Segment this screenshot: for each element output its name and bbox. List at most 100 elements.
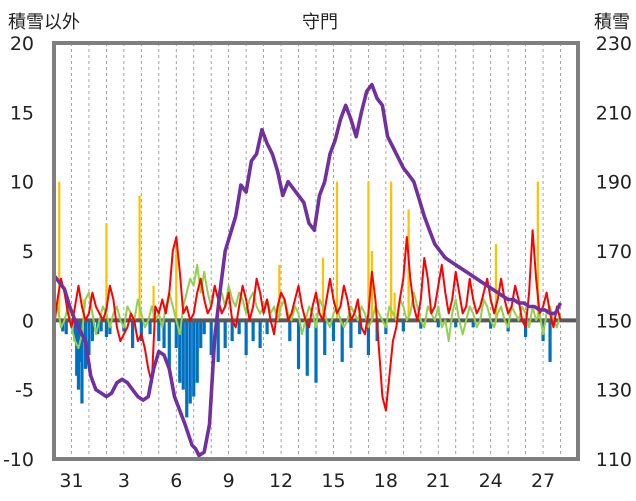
right-axis-title: 積雪 xyxy=(594,12,630,33)
negative_bars-bar xyxy=(185,320,189,418)
negative_bars-bar xyxy=(436,320,440,328)
negative_bars-bar xyxy=(131,320,135,349)
x-tick-label: 12 xyxy=(269,470,293,492)
negative_bars-bar xyxy=(471,320,475,328)
x-tick-label: 15 xyxy=(321,470,345,492)
precip-bar xyxy=(390,181,393,321)
negative_bars-bar xyxy=(358,320,362,335)
left-tick-label: 5 xyxy=(22,241,34,263)
chart-title: 守門 xyxy=(302,12,338,33)
left-axis-title: 積雪以外 xyxy=(8,12,80,33)
negative_bars-bar xyxy=(366,320,370,355)
x-tick-label: 3 xyxy=(118,470,130,492)
precip-bar xyxy=(367,181,370,321)
negative_bars-bar xyxy=(87,320,91,355)
right-tick-label: 230 xyxy=(596,33,632,55)
negative_bars-bar xyxy=(223,320,227,349)
negative_bars-bar xyxy=(76,320,81,390)
negative_bars-bar xyxy=(237,320,241,335)
precip-bar xyxy=(393,292,396,321)
right-tick-label: 190 xyxy=(596,172,632,194)
negative_bars-bar xyxy=(199,320,203,349)
snow_depth-line xyxy=(52,82,563,458)
negative_bars-bar xyxy=(216,320,220,362)
precip-bar xyxy=(536,181,539,321)
x-tick-label: 21 xyxy=(426,470,450,492)
left-tick-label: 10 xyxy=(10,172,34,194)
negative_bars-bar xyxy=(314,320,318,383)
left-tick-label: -5 xyxy=(15,380,34,402)
negative_bars-bar xyxy=(178,320,182,383)
negative_bars-bar xyxy=(80,320,84,404)
negative_bars-bar xyxy=(99,320,103,332)
negative_bars-bar xyxy=(548,320,552,362)
negative_bars-bar xyxy=(75,320,79,376)
left-tick-label: 0 xyxy=(22,310,34,332)
plot-frame xyxy=(52,41,580,461)
x-tick-label: 6 xyxy=(170,470,182,492)
precip-bar xyxy=(138,195,141,321)
negative_bars-bar xyxy=(331,320,336,342)
x-tick-label: 18 xyxy=(374,470,398,492)
right-tick-label: 150 xyxy=(596,310,632,332)
negative_bars-bar xyxy=(157,320,161,342)
negative_bars-bar xyxy=(419,320,423,329)
right-tick-label: 210 xyxy=(596,102,632,124)
x-tick-label: 27 xyxy=(531,470,555,492)
negative_bars-bar xyxy=(305,320,309,376)
precip-bar xyxy=(494,244,498,321)
negative_bars-bar xyxy=(288,320,292,342)
negative_bars-bar xyxy=(188,320,192,404)
left-tick-label: -10 xyxy=(3,449,34,471)
precip-bar xyxy=(321,257,325,321)
temp_change-line xyxy=(53,263,562,350)
precip-bar xyxy=(175,244,178,321)
negative_bars-bar xyxy=(73,320,77,342)
precip-bar xyxy=(58,181,61,321)
negative_bars-bar xyxy=(209,320,213,355)
precip-bar xyxy=(278,264,281,321)
negative_bars-bar xyxy=(323,320,327,355)
precip-bar xyxy=(152,285,155,321)
line-series xyxy=(52,82,563,458)
negative_bars-bar xyxy=(349,320,353,349)
x-tick-label: 31 xyxy=(59,470,83,492)
x-tick-label: 9 xyxy=(223,470,235,492)
negative_bars-bar xyxy=(296,320,301,369)
tick-labels: 20 15 10 5 0 -5 -10 230 210 190 170 150 130 110 31 3 6 9 1… xyxy=(3,33,632,492)
temperature-line xyxy=(53,229,562,412)
negative_bars-bar xyxy=(195,320,199,383)
negative_bars-bar xyxy=(90,320,95,342)
x-tick-label: 24 xyxy=(479,470,503,492)
gridlines xyxy=(71,43,561,459)
negative_bars-bar xyxy=(251,320,255,342)
negative_bars-bar xyxy=(139,320,143,342)
negative_bars-bar xyxy=(340,320,344,362)
precip-bar xyxy=(370,251,373,321)
negative_bars-bar xyxy=(167,320,171,369)
negative_bars-bar xyxy=(258,320,262,349)
negative_bars-bar xyxy=(230,320,234,342)
negative_bars-bar xyxy=(454,320,458,328)
precip-bar xyxy=(335,181,339,321)
left-tick-label: 15 xyxy=(10,102,34,124)
negative_bars-bar xyxy=(181,320,185,390)
right-tick-label: 110 xyxy=(596,449,632,471)
negative_bars-bar xyxy=(192,320,196,397)
negative_bars-bar xyxy=(524,320,528,337)
negative_bars-bar xyxy=(401,320,405,332)
right-tick-label: 130 xyxy=(596,380,632,402)
precip-bar xyxy=(105,223,108,321)
negative_bars-bar xyxy=(202,320,206,335)
negative_bars-bar xyxy=(489,320,493,329)
negative_bars-bar xyxy=(148,320,152,335)
negative_bars-bar xyxy=(162,320,166,349)
negative_bars-bar xyxy=(174,320,178,349)
negative_bars-bar xyxy=(104,320,108,337)
negative_bars-bar xyxy=(64,320,68,335)
left-tick-label: 20 xyxy=(10,33,34,55)
negative_bars-bar xyxy=(265,320,269,335)
negative_bars-bar xyxy=(244,320,248,355)
right-tick-label: 170 xyxy=(596,241,632,263)
